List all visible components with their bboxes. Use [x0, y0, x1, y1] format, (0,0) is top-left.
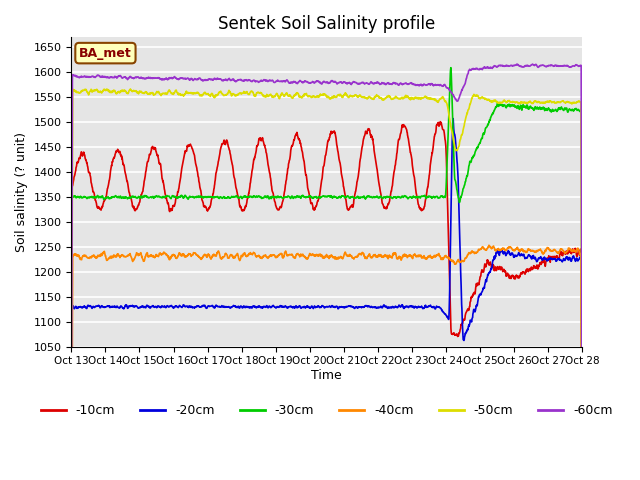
Legend: -10cm, -20cm, -30cm, -40cm, -50cm, -60cm: -10cm, -20cm, -30cm, -40cm, -50cm, -60cm [36, 399, 618, 422]
Title: Sentek Soil Salinity profile: Sentek Soil Salinity profile [218, 15, 435, 33]
Text: BA_met: BA_met [79, 47, 132, 60]
Y-axis label: Soil salinity (? unit): Soil salinity (? unit) [15, 132, 28, 252]
X-axis label: Time: Time [311, 369, 342, 382]
